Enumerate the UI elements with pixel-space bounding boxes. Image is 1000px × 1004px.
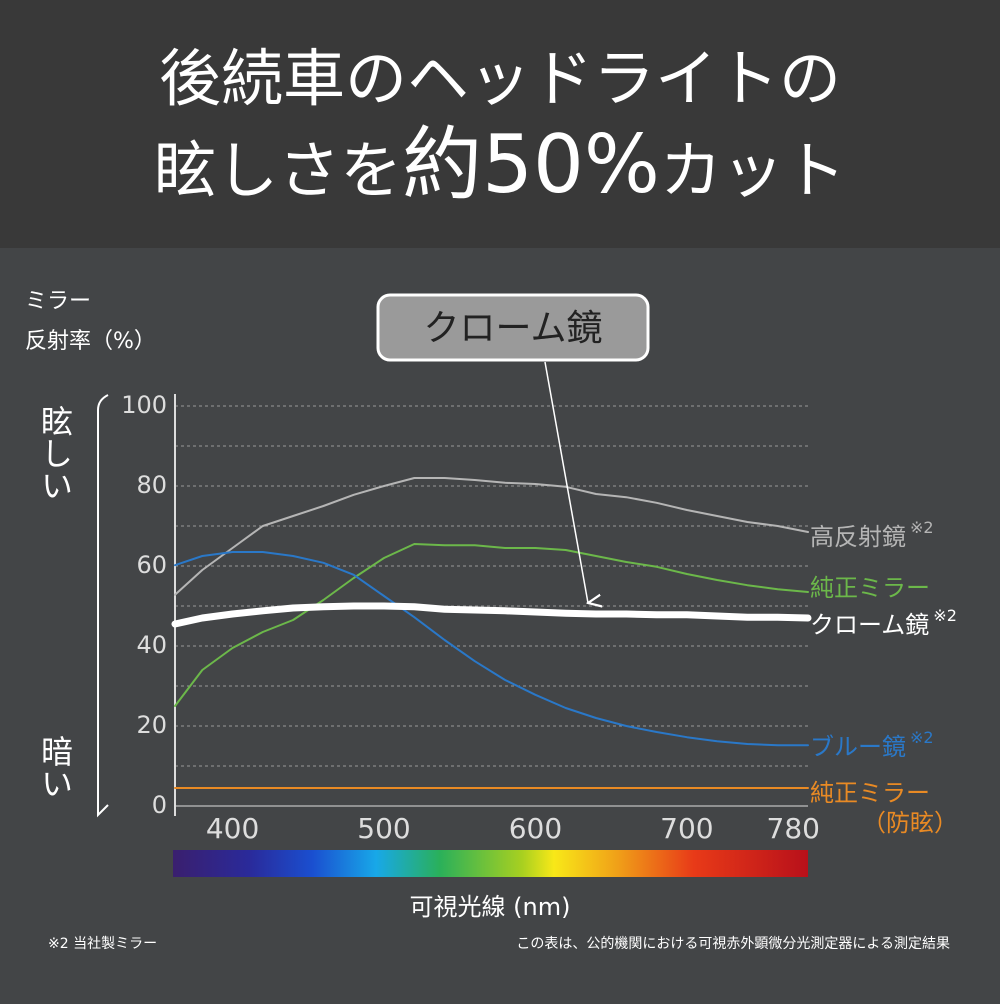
legend-name: 純正ミラー [810, 574, 930, 602]
title-part: 約50% [402, 118, 660, 211]
legend-label: 純正ミラー [810, 779, 930, 807]
y-tick-label: 60 [136, 551, 167, 579]
legend-name: 純正ミラー [810, 779, 930, 807]
legend-label: 高反射鏡 ※2 [810, 518, 934, 552]
y-axis-label: ミラー [25, 289, 91, 314]
title-line1: 後続車のヘッドライトの [159, 42, 841, 115]
legend-note: ※2 [933, 606, 957, 625]
side-arrow [97, 394, 109, 818]
callout-arrow [544, 361, 588, 603]
footnote: ※2 当社製ミラー [48, 936, 157, 952]
legend-note: ※2 [910, 518, 934, 537]
legend-label: ブルー鏡 ※2 [810, 728, 934, 762]
series-line [171, 602, 812, 628]
x-tick-label: 600 [509, 812, 562, 845]
x-tick-label: 400 [206, 812, 259, 845]
callout-box [376, 293, 650, 362]
y-tick-label: 0 [152, 791, 167, 819]
legend-label: クローム鏡 ※2 [810, 606, 957, 640]
y-tick-label: 80 [136, 471, 167, 499]
spectrum-bar [173, 850, 808, 877]
y-tick-label: 40 [136, 631, 167, 659]
y-axis-label: 反射率（%） [25, 329, 156, 354]
x-tick-label: 780 [767, 812, 820, 845]
header-bg [0, 0, 1000, 248]
side-label-bottom: 暗い [36, 735, 74, 799]
series-line [174, 477, 809, 596]
legend-name: 高反射鏡 [810, 523, 906, 551]
legend-name: ブルー鏡 [810, 733, 906, 761]
x-tick-label: 700 [660, 812, 713, 845]
series-line [174, 551, 809, 747]
title-part: カット [660, 134, 846, 207]
title-part: 眩しさを [154, 134, 402, 207]
y-tick-label: 100 [121, 391, 167, 419]
side-label-top: 眩しい [36, 405, 74, 501]
legend-name: クローム鏡 [810, 611, 929, 639]
y-tick-label: 20 [136, 711, 167, 739]
x-axis-label: 可視光線 (nm) [410, 893, 571, 921]
legend-sublabel: （防眩） [862, 809, 958, 837]
title-line2: 眩しさを約50%カット [154, 118, 846, 211]
callout-text: クローム鏡 [424, 308, 603, 349]
series-line [174, 543, 809, 707]
legend-note: ※2 [910, 728, 934, 747]
footnote: この表は、公的機関における可視赤外顕微分光測定器による測定結果 [516, 936, 950, 952]
legend-label: 純正ミラー [810, 574, 930, 602]
x-tick-label: 500 [357, 812, 410, 845]
